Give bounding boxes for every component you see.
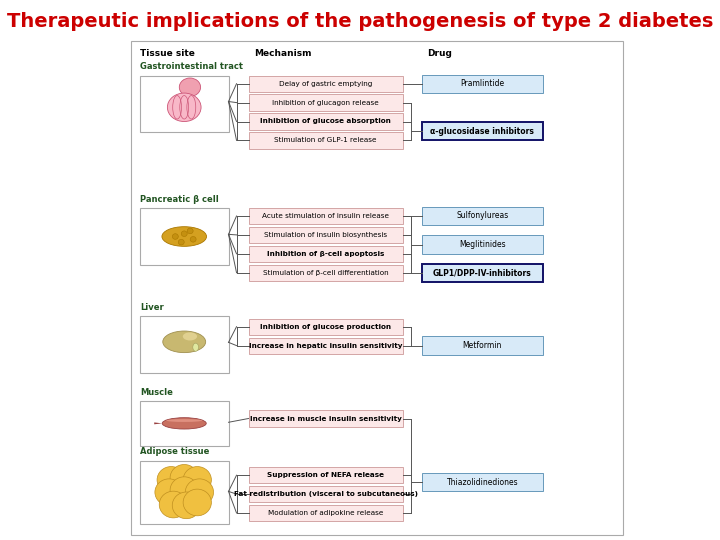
Text: Metformin: Metformin: [463, 341, 502, 350]
Bar: [248, 227, 403, 243]
Circle shape: [185, 479, 214, 505]
Text: Stimulation of insulin biosynthesis: Stimulation of insulin biosynthesis: [264, 232, 387, 238]
Text: Inhibition of glucose production: Inhibition of glucose production: [260, 323, 391, 330]
Text: Thiazolidinediones: Thiazolidinediones: [446, 478, 518, 487]
Bar: [140, 461, 228, 524]
Text: Adipose tissue: Adipose tissue: [140, 447, 210, 456]
Text: Fat redistribution (visceral to subcutaneous): Fat redistribution (visceral to subcutan…: [234, 491, 418, 497]
Text: Drug: Drug: [428, 50, 452, 58]
Bar: [422, 473, 543, 491]
Ellipse shape: [163, 331, 206, 353]
Text: Pancreatic β cell: Pancreatic β cell: [140, 195, 219, 204]
Text: Modulation of adipokine release: Modulation of adipokine release: [268, 510, 383, 516]
Circle shape: [187, 228, 193, 234]
Bar: [140, 76, 228, 132]
Ellipse shape: [162, 418, 206, 429]
Text: Gastrointestinal tract: Gastrointestinal tract: [140, 62, 243, 71]
Bar: [422, 235, 543, 254]
Bar: [140, 316, 228, 373]
Circle shape: [159, 491, 187, 518]
Circle shape: [183, 489, 212, 516]
Bar: [248, 338, 403, 354]
Ellipse shape: [179, 78, 201, 97]
Bar: [248, 265, 403, 281]
Circle shape: [172, 234, 179, 239]
Bar: [248, 467, 403, 483]
Text: Inhibition of β-cell apoptosis: Inhibition of β-cell apoptosis: [267, 251, 384, 257]
Bar: [422, 264, 543, 282]
Bar: [248, 208, 403, 224]
Circle shape: [183, 467, 212, 493]
Bar: [248, 113, 403, 130]
Circle shape: [190, 237, 196, 242]
Bar: [248, 319, 403, 335]
Ellipse shape: [166, 419, 202, 422]
Text: Inhibition of glucose absorption: Inhibition of glucose absorption: [260, 118, 391, 125]
Text: Stimulation of GLP-1 release: Stimulation of GLP-1 release: [274, 137, 377, 144]
Bar: [248, 76, 403, 92]
Bar: [248, 94, 403, 111]
Circle shape: [179, 239, 184, 245]
Bar: [140, 208, 228, 265]
Circle shape: [170, 464, 198, 491]
Text: Meglitinides: Meglitinides: [459, 240, 505, 249]
Bar: [140, 401, 228, 445]
Bar: [131, 40, 623, 535]
Circle shape: [172, 492, 200, 519]
Bar: [422, 207, 543, 225]
Bar: [248, 505, 403, 521]
Text: Pramlintide: Pramlintide: [460, 79, 505, 88]
Polygon shape: [154, 422, 162, 424]
Text: Stimulation of β-cell differentiation: Stimulation of β-cell differentiation: [263, 269, 389, 276]
Ellipse shape: [193, 343, 199, 352]
Text: Muscle: Muscle: [140, 388, 173, 397]
Circle shape: [155, 479, 183, 505]
Bar: [248, 410, 403, 427]
Text: Inhibition of glucagon release: Inhibition of glucagon release: [272, 99, 379, 106]
Text: Delay of gastric emptying: Delay of gastric emptying: [279, 80, 372, 87]
Bar: [422, 75, 543, 93]
Bar: [248, 132, 403, 149]
Ellipse shape: [162, 227, 207, 246]
Text: Increase in muscle insulin sensitivity: Increase in muscle insulin sensitivity: [250, 415, 402, 422]
Bar: [248, 486, 403, 502]
Bar: [422, 336, 543, 355]
Text: Liver: Liver: [140, 303, 163, 312]
Ellipse shape: [183, 332, 197, 341]
Text: GLP1/DPP-IV-inhibitors: GLP1/DPP-IV-inhibitors: [433, 268, 531, 277]
Circle shape: [170, 477, 198, 503]
Text: Sulfonylureas: Sulfonylureas: [456, 212, 508, 220]
Text: Suppression of NEFA release: Suppression of NEFA release: [267, 472, 384, 478]
Text: Increase in hepatic insulin sensitivity: Increase in hepatic insulin sensitivity: [249, 342, 402, 349]
Text: Therapeutic implications of the pathogenesis of type 2 diabetes: Therapeutic implications of the pathogen…: [6, 12, 714, 31]
Text: Acute stimulation of insulin release: Acute stimulation of insulin release: [262, 213, 390, 219]
Circle shape: [181, 231, 187, 237]
Circle shape: [157, 467, 185, 493]
Text: Mechanism: Mechanism: [254, 50, 312, 58]
Text: Tissue site: Tissue site: [140, 50, 195, 58]
Bar: [248, 246, 403, 262]
Text: α-glucosidase inhibitors: α-glucosidase inhibitors: [431, 127, 534, 136]
Ellipse shape: [167, 93, 201, 122]
Bar: [422, 122, 543, 140]
